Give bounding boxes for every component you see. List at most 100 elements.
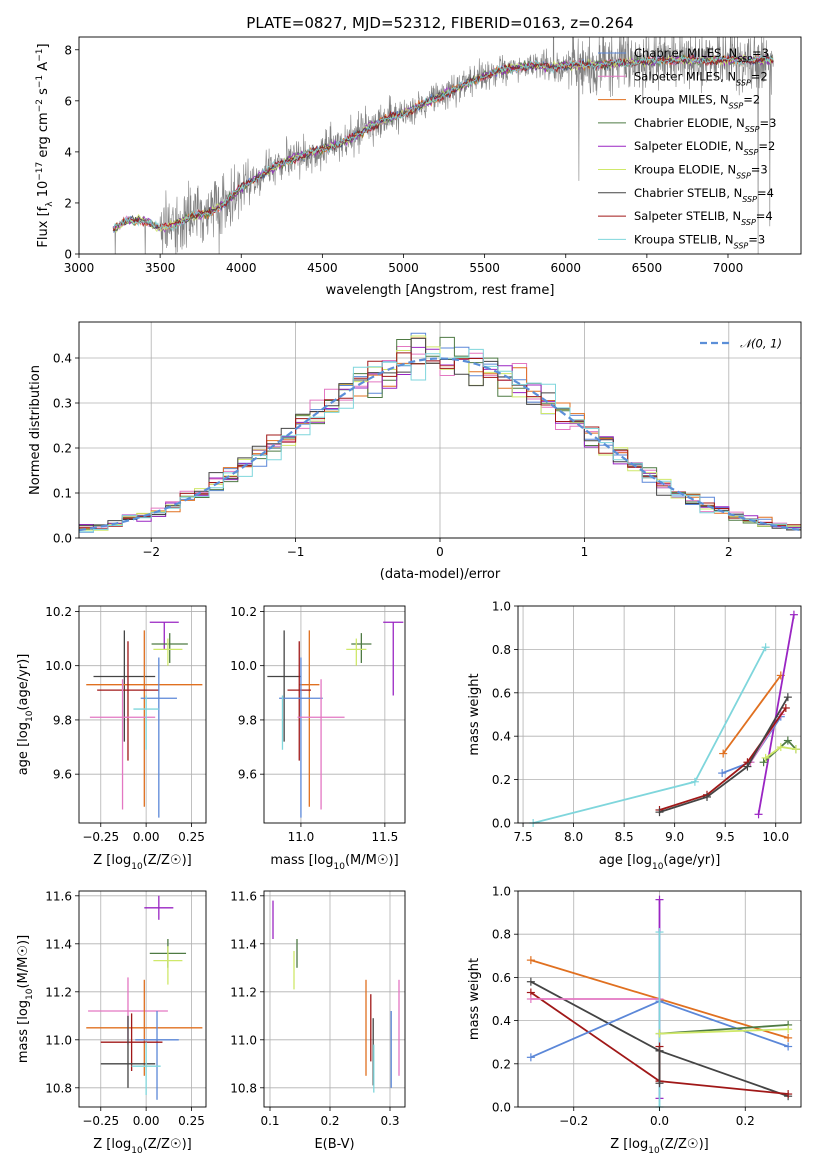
y-axis-label: mass weight bbox=[467, 958, 482, 1040]
label-part: (Z/Z☉)] bbox=[660, 1137, 709, 1152]
legend-nssp: =4 bbox=[756, 209, 773, 223]
legend-nssp: =3 bbox=[760, 116, 777, 130]
errorbar-point-chabrier_miles bbox=[279, 657, 323, 818]
x-tick-label: 11.0 bbox=[288, 830, 315, 844]
errorbar-point-chabrier_elodie bbox=[151, 633, 188, 663]
mass-weight-series-chabrier_stelib bbox=[655, 1046, 664, 1088]
age-vs-mass-frame: 11.0 11.5 9.6 9.8 10.0 10.2 mass [log10(M/M☉)] bbox=[230, 605, 406, 872]
errorbar-point-salpeter_stelib bbox=[287, 641, 311, 761]
legend-name: Chabrier MILES, N bbox=[634, 46, 737, 60]
label-part: age [ bbox=[16, 742, 31, 775]
legend-label-salpeter_miles: Salpeter MILES, NSSP=2 bbox=[634, 69, 768, 87]
y-tick-label: 0.6 bbox=[492, 686, 511, 700]
label-part: Z [ bbox=[93, 853, 111, 868]
spectrum-axes bbox=[112, 37, 774, 254]
errorbar-point-salpeter_elodie bbox=[383, 621, 404, 696]
y-tick-label: 11.2 bbox=[45, 985, 72, 999]
errorbar-point-salpeter_miles bbox=[89, 679, 156, 810]
mass-weight-series-kroupa_miles bbox=[719, 671, 785, 758]
x-tick-label: 5500 bbox=[469, 261, 500, 275]
y-tick-label: 0.2 bbox=[492, 1057, 511, 1071]
label-part: ] bbox=[36, 43, 51, 48]
errorbar-point-kroupa_elodie bbox=[346, 638, 367, 666]
x-tick-label: 0.0 bbox=[650, 1114, 669, 1128]
label-part: mass weight bbox=[467, 958, 482, 1040]
y-tick-label: 10.8 bbox=[45, 1081, 72, 1095]
label-part: mass weight bbox=[467, 673, 482, 755]
label-sub: 10 bbox=[25, 710, 35, 722]
series-line bbox=[757, 614, 795, 815]
legend-sub: SSP bbox=[729, 101, 744, 110]
series-line bbox=[659, 1028, 789, 1035]
label-part: 10 bbox=[36, 181, 51, 198]
y-tick-label: 2 bbox=[64, 196, 72, 210]
x-tick-label: −0.25 bbox=[82, 1114, 119, 1128]
x-axis-label: Z [log10(Z/Z☉)] bbox=[93, 1137, 191, 1156]
x-tick-label: 6000 bbox=[550, 261, 581, 275]
x-axis-label: age [log10(age/yr)] bbox=[599, 853, 721, 872]
y-tick-label: 0 bbox=[64, 248, 72, 262]
mass-weight-series-salpeter_stelib bbox=[655, 703, 790, 814]
y-tick-label: 0.6 bbox=[492, 971, 511, 985]
legend-label-kroupa_elodie: Kroupa ELODIE, NSSP=3 bbox=[634, 163, 768, 181]
label-part: (Z/Z☉)] bbox=[143, 1137, 192, 1152]
y-tick-label: 0.4 bbox=[492, 730, 511, 744]
spectrum-frame: 3000 3500 4000 4500 5000 5500 6000 6500 7000 0 2 4 6… bbox=[35, 36, 802, 298]
label-part: Z [ bbox=[93, 1137, 111, 1152]
legend-sub: SSP bbox=[745, 124, 760, 133]
series-line bbox=[532, 646, 767, 824]
errorbar-point-chabrier_miles bbox=[135, 1011, 179, 1100]
x-tick-label: 10.0 bbox=[762, 830, 789, 844]
legend-name: Kroupa ELODIE, N bbox=[634, 163, 736, 177]
x-axis-label: (data-model)/error bbox=[380, 567, 501, 582]
normal-distribution-curve bbox=[78, 357, 802, 532]
y-tick-label: 10.8 bbox=[230, 1081, 257, 1095]
label-part: log bbox=[111, 1137, 131, 1152]
y-tick-label: 1.0 bbox=[492, 600, 511, 614]
legend-name: Salpeter ELODIE, N bbox=[634, 139, 744, 153]
series-line bbox=[763, 739, 797, 763]
histogram-legend: 𝒩(0, 1) bbox=[700, 337, 782, 351]
legend-name: Kroupa STELIB, N bbox=[634, 232, 734, 246]
series-line bbox=[659, 696, 789, 813]
legend-nssp: =4 bbox=[757, 186, 774, 200]
y-tick-label: 0.0 bbox=[492, 1101, 511, 1115]
label-sub: 10 bbox=[25, 988, 35, 1000]
errorbar-point-kroupa_stelib bbox=[131, 1042, 161, 1095]
label-part: erg cm bbox=[36, 112, 51, 161]
label-sup: −17 bbox=[35, 162, 45, 181]
legend-sub: SSP bbox=[736, 171, 751, 180]
legend-label-chabrier_elodie: Chabrier ELODIE, NSSP=3 bbox=[634, 116, 776, 133]
label-part: log bbox=[628, 1137, 648, 1152]
y-tick-label: 0.2 bbox=[492, 773, 511, 787]
x-tick-label: 0.3 bbox=[380, 1114, 399, 1128]
label-sub: 10 bbox=[131, 1146, 143, 1156]
errorbar-point-salpeter_stelib bbox=[97, 641, 159, 761]
legend-nssp: =3 bbox=[752, 46, 769, 60]
errorbar-point-kroupa_stelib bbox=[133, 695, 159, 750]
legend-name: Kroupa MILES, N bbox=[634, 93, 729, 107]
x-tick-label: 7.5 bbox=[514, 830, 533, 844]
figure-title: PLATE=0827, MJD=52312, FIBERID=0163, z=0… bbox=[246, 14, 633, 32]
label-sup: −1 bbox=[35, 75, 45, 88]
x-tick-label: 0.00 bbox=[133, 830, 160, 844]
histogram-step-kroupa_stelib bbox=[79, 348, 801, 533]
label-part: (M/M☉)] bbox=[16, 935, 31, 989]
legend-nssp: =3 bbox=[748, 232, 765, 246]
legend-name: Chabrier STELIB, N bbox=[634, 186, 742, 200]
y-tick-label: 1.0 bbox=[492, 885, 511, 899]
legend-sub: SSP bbox=[741, 218, 756, 227]
age-vs-mass-axes bbox=[264, 606, 405, 823]
label-part: E(B-V) bbox=[314, 1137, 354, 1152]
label-part: (age/yr)] bbox=[663, 853, 720, 868]
mass-vs-EBV-frame: 0.1 0.2 0.3 10.8 11.0 11.2 11.4 11.6 E(B-V) bbox=[230, 889, 406, 1152]
x-tick-label: −0.2 bbox=[559, 1114, 588, 1128]
x-tick-label: −2 bbox=[142, 545, 160, 559]
y-tick-label: 6 bbox=[64, 94, 72, 108]
y-tick-label: 11.4 bbox=[230, 937, 257, 951]
y-axis-label: Flux [fλ 10−17 erg cm−2 s−1 A−1] bbox=[35, 43, 55, 247]
x-tick-label: −0.25 bbox=[82, 830, 119, 844]
axes-frame bbox=[78, 890, 207, 1108]
